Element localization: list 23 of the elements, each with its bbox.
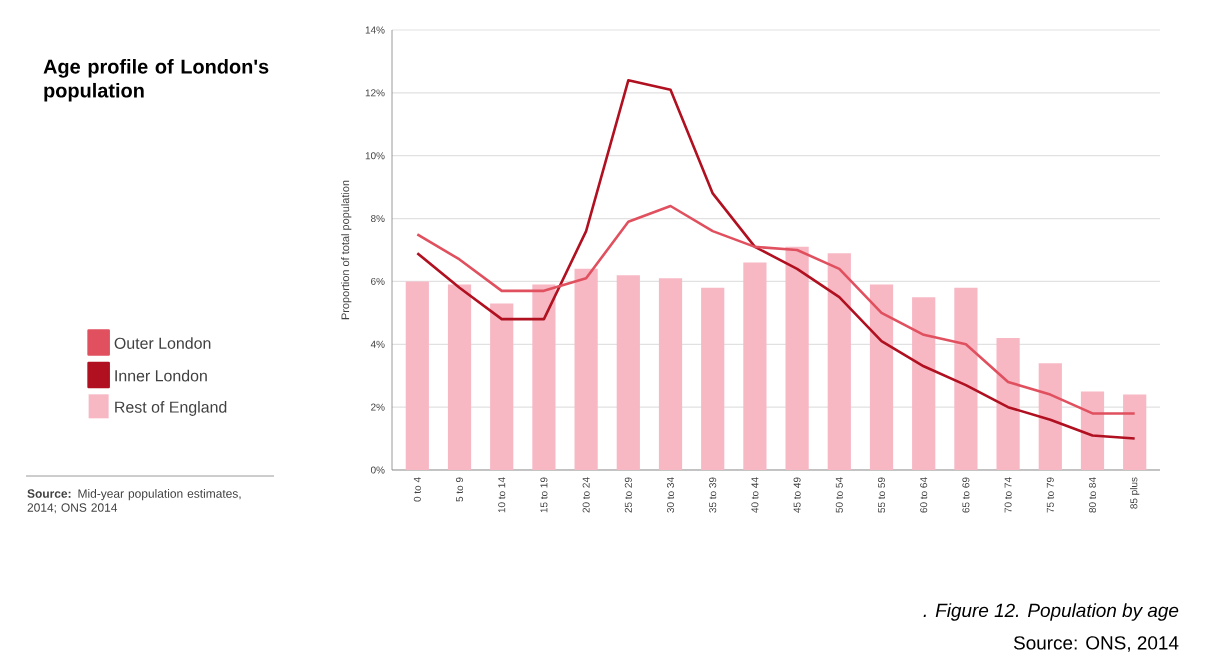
- bar: [701, 287, 725, 470]
- line-series: [416, 78, 1136, 440]
- text: Age profile of London's population: [43, 59, 269, 102]
- bar: [1123, 394, 1147, 470]
- text: . Figure 12. Population by age: [923, 603, 1179, 621]
- line-series: [416, 204, 1136, 415]
- bar: [490, 303, 514, 470]
- bar: [869, 284, 894, 470]
- bar: [405, 281, 429, 470]
- bar: [996, 338, 1020, 470]
- source-note: Source: ONS, 2014: [1013, 636, 1179, 652]
- bar: [658, 278, 683, 470]
- bar: [743, 262, 767, 470]
- bar: [532, 284, 556, 470]
- bar: [785, 246, 809, 470]
- bar: [954, 287, 978, 470]
- bar: [574, 268, 598, 470]
- bar: [827, 253, 851, 470]
- bar: [912, 297, 936, 470]
- bar: [1080, 391, 1105, 470]
- bar: [1038, 363, 1062, 470]
- bar: [447, 284, 472, 470]
- bar: [616, 275, 640, 470]
